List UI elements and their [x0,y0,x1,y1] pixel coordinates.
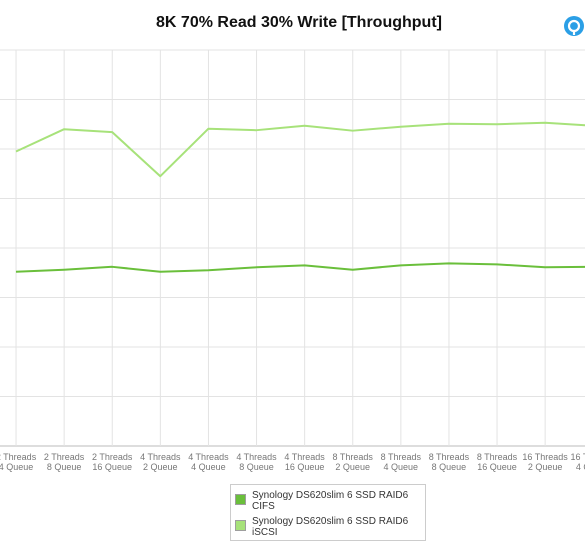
x-tick-label: 8 Threads 8 Queue [429,452,470,472]
x-tick-label: 8 Threads 16 Queue [477,452,518,472]
chart-title: 8K 70% Read 30% Write [Throughput] [156,14,442,31]
help-circle-icon[interactable] [563,15,585,37]
x-tick-label: 4 Threads 8 Queue [236,452,277,472]
x-tick-label: 8 Threads 4 Queue [381,452,422,472]
x-tick-label: 4 Threads 16 Queue [284,452,325,472]
legend-swatch-cifs [235,494,246,505]
x-tick-label: 8 Threads 2 Queue [333,452,374,472]
series-line-cifs [15,262,585,273]
legend-item-iscsi[interactable]: Synology DS620slim 6 SSD RAID6 iSCSI [235,516,424,538]
legend-label-iscsi: Synology DS620slim 6 SSD RAID6 iSCSI [252,516,409,538]
x-tick-label: 4 Threads 4 Queue [188,452,229,472]
x-tick-label: 16 Threads 2 Queue [522,452,568,472]
legend-swatch-iscsi [235,520,246,531]
legend: Synology DS620slim 6 SSD RAID6 CIFS Syno… [230,484,426,541]
legend-item-cifs[interactable]: Synology DS620slim 6 SSD RAID6 CIFS [235,490,424,512]
legend-label-cifs: Synology DS620slim 6 SSD RAID6 CIFS [252,490,409,512]
x-tick-label: 2 Threads 16 Queue [92,452,133,472]
x-tick-label: 2 Threads 8 Queue [44,452,85,472]
x-tick-label: 4 Threads 2 Queue [140,452,181,472]
